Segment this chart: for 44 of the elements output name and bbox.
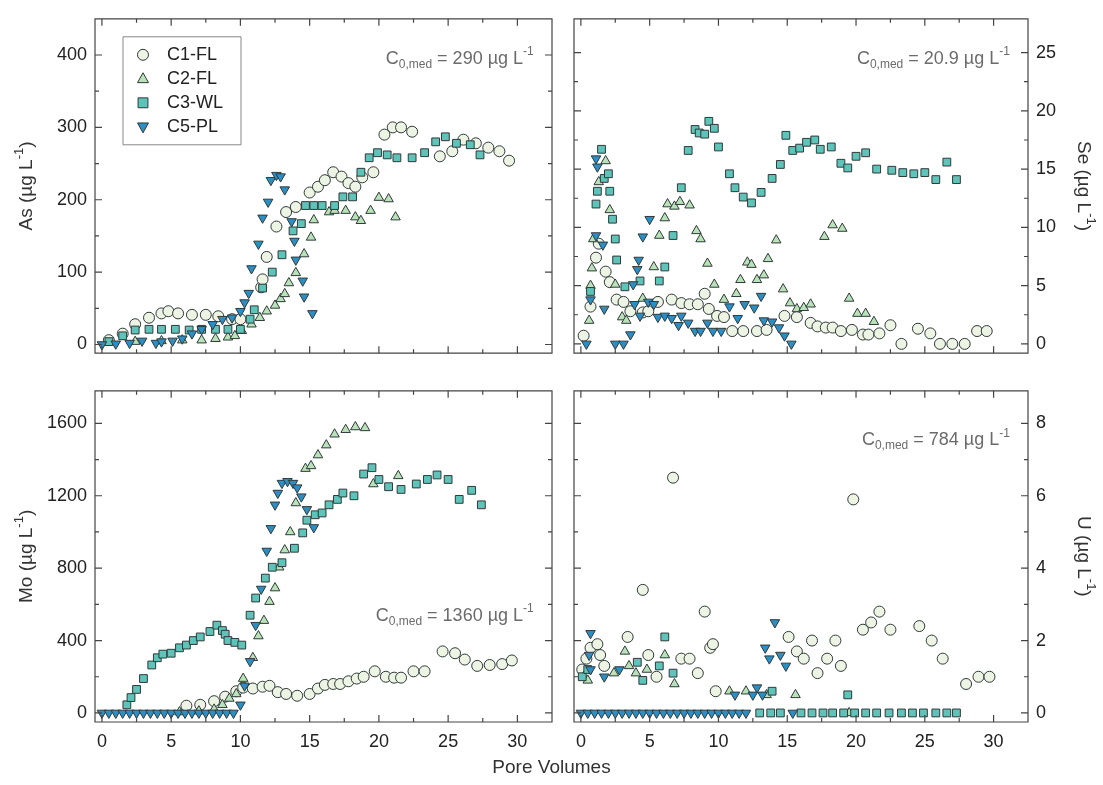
- x-tick-label: 10: [708, 730, 729, 751]
- y-tick-label: 0: [76, 701, 87, 722]
- y-tick-label: 100: [56, 261, 87, 282]
- x-tick-label: 30: [507, 730, 528, 751]
- legend-label: C1-FL: [167, 43, 218, 64]
- y-tick-label: 800: [56, 557, 87, 578]
- legend-label: C5-PL: [167, 115, 219, 136]
- x-tick-label: 15: [777, 730, 798, 751]
- x-tick-label: 10: [230, 730, 251, 751]
- y-tick-label: 1600: [46, 412, 87, 433]
- y-axis-title: Mo (µg L-1): [11, 509, 37, 604]
- x-tick-label: 25: [914, 730, 935, 751]
- y2-tick-label: 5: [1036, 274, 1047, 295]
- legend-label: C3-WL: [167, 91, 224, 112]
- y-tick-label: 400: [56, 43, 87, 64]
- x-tick-label: 0: [575, 730, 586, 751]
- y-tick-label: 400: [56, 629, 87, 650]
- y-tick-label: 0: [76, 333, 87, 354]
- x-tick-label: 5: [644, 730, 655, 751]
- x-tick-label: 0: [96, 730, 107, 751]
- y-tick-label: 200: [56, 188, 87, 209]
- y2-tick-label: 8: [1036, 412, 1047, 433]
- y2-tick-label: 0: [1036, 332, 1047, 353]
- x-tick-label: 30: [983, 730, 1004, 751]
- x-tick-label: 5: [166, 730, 177, 751]
- y2-axis-title: U (µg L-1): [1073, 516, 1099, 597]
- y2-tick-label: 10: [1036, 216, 1057, 237]
- x-tick-label: 20: [368, 730, 389, 751]
- y-axis-title: As (µg L-1): [11, 141, 37, 231]
- y2-tick-label: 20: [1036, 99, 1057, 120]
- y2-tick-label: 25: [1036, 41, 1057, 62]
- x-tick-label: 25: [438, 730, 459, 751]
- y2-tick-label: 15: [1036, 158, 1057, 179]
- legend-label: C2-FL: [167, 67, 218, 88]
- x-axis-title: Pore Volumes: [491, 756, 612, 778]
- y2-tick-label: 4: [1036, 557, 1047, 578]
- y-tick-label: 1200: [46, 484, 87, 505]
- y2-axis-title: Se (µg L-1): [1073, 140, 1099, 232]
- y2-tick-label: 6: [1036, 484, 1047, 505]
- y2-tick-label: 2: [1036, 629, 1047, 650]
- y2-tick-label: 0: [1036, 701, 1047, 722]
- x-tick-label: 20: [846, 730, 867, 751]
- x-tick-label: 15: [299, 730, 320, 751]
- y-tick-label: 300: [56, 116, 87, 137]
